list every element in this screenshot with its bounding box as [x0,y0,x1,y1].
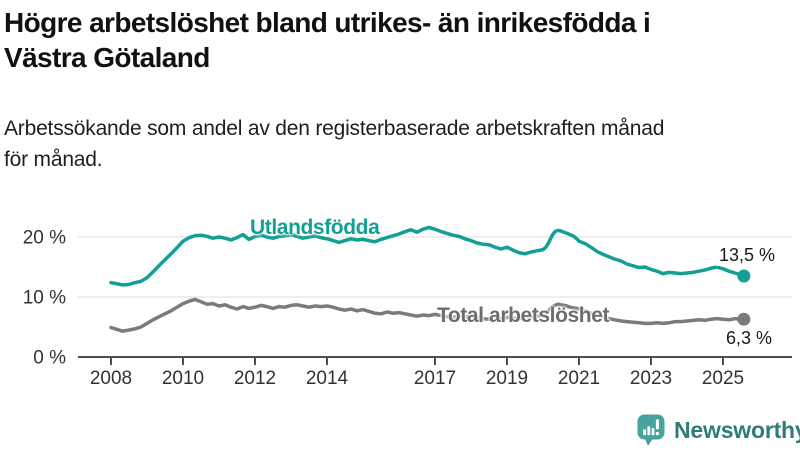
y-tick-label-10: 10 % [23,288,66,309]
chart-subtitle: Arbetssökande som andel av den registerb… [4,113,796,175]
x-tick-label-2019: 2019 [486,368,528,389]
x-tick-label-2021: 2021 [558,368,600,389]
x-tick-label-2010: 2010 [162,368,204,389]
end-value-utlandsfodda: 13,5 % [716,245,779,266]
x-tick-label-2012: 2012 [234,368,276,389]
subtitle-line-1: Arbetssökande som andel av den registerb… [4,117,665,140]
x-tick-label-2008: 2008 [90,368,132,389]
series-end-dot-0 [737,269,751,283]
y-tick-label-20: 20 % [23,228,66,249]
series-label-utlandsfodda: Utlandsfödda [250,216,380,239]
series-end-dot-1 [737,312,751,326]
x-tick-label-2025: 2025 [702,368,744,389]
x-tick-label-2023: 2023 [630,368,672,389]
series-line-0 [109,225,746,287]
page-title: Högre arbetslöshet bland utrikes- än inr… [4,5,796,75]
series-line-1 [109,297,746,333]
newsworthy-logo[interactable]: Newsworthy [636,413,800,447]
title-line-2: Västra Götaland [4,42,210,73]
subtitle-line-2: för månad. [4,148,103,171]
x-tick-label-2017: 2017 [414,368,456,389]
series-label-total-arbetsloshet: Total arbetslöshet [437,304,610,327]
y-tick-label-0: 0 % [33,348,66,369]
newsworthy-wordmark: Newsworthy [674,417,800,443]
title-line-1: Högre arbetslöshet bland utrikes- än inr… [4,7,651,38]
end-value-total-arbetsloshet: 6,3 % [723,328,776,349]
newsworthy-bubble-barchart-icon [637,414,665,446]
x-tick-label-2014: 2014 [306,368,349,389]
